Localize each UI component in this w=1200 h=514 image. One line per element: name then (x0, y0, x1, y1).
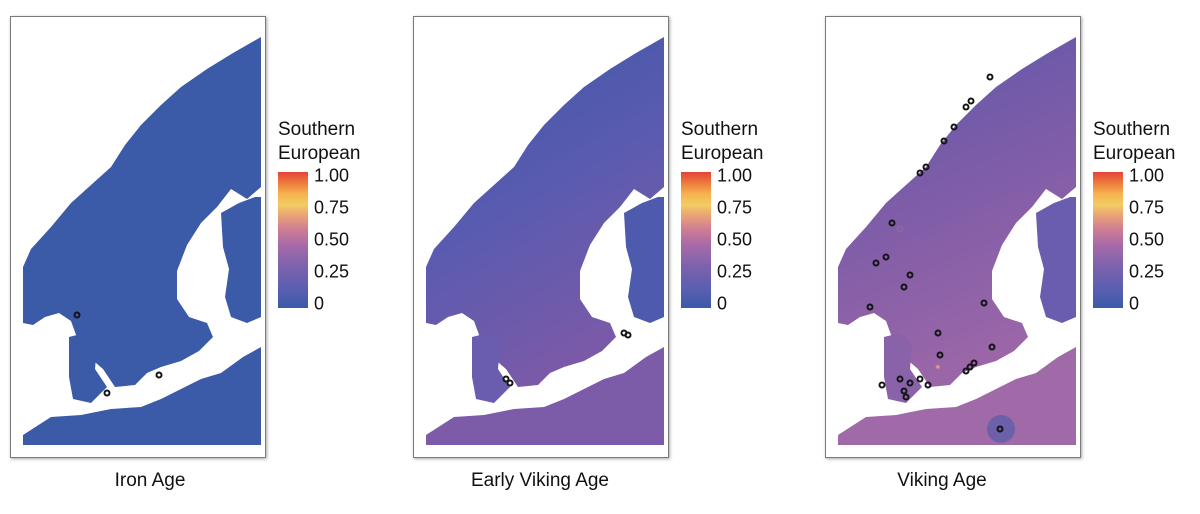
finland-landmass (1036, 197, 1076, 323)
continent-landmass (838, 347, 1076, 445)
sample-marker (73, 311, 81, 319)
denmark-landmass (69, 333, 107, 403)
legend-tick-025: 0.25 (314, 261, 350, 282)
sample-marker (872, 259, 880, 267)
legend-title-line2: European (1093, 143, 1176, 164)
legend-title-line2: European (278, 143, 361, 164)
legend-tick-0: 0 (717, 293, 728, 314)
sample-marker (922, 163, 930, 171)
legend-tick-1: 1.00 (1129, 165, 1165, 186)
map-early-viking-age (414, 17, 668, 457)
map-frame (10, 16, 266, 458)
sample-marker (934, 329, 942, 337)
map-panel-viking-age: Southern European 1.00 0.75 0.50 0.25 0 … (800, 0, 1200, 514)
sample-marker (103, 389, 111, 397)
legend-colorbar (278, 172, 308, 308)
hotspot (918, 333, 962, 377)
legend-title-line1: Southern (681, 119, 759, 140)
sample-marker (624, 331, 632, 339)
sample-marker (916, 375, 924, 383)
legend-tick-025: 0.25 (1129, 261, 1165, 282)
sample-marker (906, 379, 914, 387)
sample-marker (996, 425, 1004, 433)
sample-marker (896, 225, 904, 233)
sample-marker (900, 387, 908, 395)
finland-landmass (624, 197, 664, 323)
map-frame (825, 16, 1081, 458)
sample-marker (916, 169, 924, 177)
sample-marker (970, 359, 978, 367)
legend-tick-1: 1.00 (717, 165, 753, 186)
legend-title-line2: European (681, 143, 764, 164)
legend-colorbar (681, 172, 711, 308)
panel-caption: Iron Age (114, 470, 186, 491)
sample-marker (878, 381, 886, 389)
sample-marker (940, 137, 948, 145)
sample-marker (896, 375, 904, 383)
finland-landmass (221, 197, 261, 323)
sample-marker (980, 299, 988, 307)
legend-colorbar (1093, 172, 1123, 308)
sample-marker (882, 253, 890, 261)
legend-tick-050: 0.50 (717, 229, 753, 250)
sample-markers (866, 73, 1004, 433)
sample-marker (988, 343, 996, 351)
sample-marker (506, 379, 514, 387)
legend-tick-0: 0 (314, 293, 325, 314)
low-spot (987, 415, 1015, 443)
sample-marker (155, 371, 163, 379)
continent-landmass (426, 347, 664, 445)
map-iron-age (11, 17, 265, 457)
sample-marker (888, 219, 896, 227)
legend-tick-075: 0.75 (717, 197, 753, 218)
sample-marker (966, 363, 974, 371)
legend-body: 1.00 0.75 0.50 0.25 0 (681, 166, 801, 322)
legend-tick-025: 0.25 (717, 261, 753, 282)
map-panel-iron-age: Southern European 1.00 0.75 0.50 0.25 0 … (0, 0, 400, 514)
legend-title-line1: Southern (1093, 119, 1171, 140)
sample-marker (967, 97, 975, 105)
legend-tick-0: 0 (1129, 293, 1140, 314)
sample-marker (936, 351, 944, 359)
denmark-landmass (884, 333, 922, 403)
continent-landmass (23, 347, 261, 445)
map-viking-age (826, 17, 1080, 457)
sample-marker (902, 393, 910, 401)
legend-tick-050: 0.50 (314, 229, 350, 250)
legend-tick-1: 1.00 (314, 165, 350, 186)
denmark-landmass (472, 333, 510, 403)
legend: Southern European 1.00 0.75 0.50 0.25 0 (278, 118, 398, 322)
sample-marker (950, 123, 958, 131)
legend-tick-075: 0.75 (314, 197, 350, 218)
panel-caption: Early Viking Age (470, 470, 609, 491)
legend: Southern European 1.00 0.75 0.50 0.25 0 (1093, 118, 1200, 322)
legend-tick-050: 0.50 (1129, 229, 1165, 250)
panel-caption: Viking Age (897, 470, 987, 491)
sample-marker (962, 367, 970, 375)
legend-title-line1: Southern (278, 119, 356, 140)
sample-marker (924, 381, 932, 389)
scandinavia-landmass (838, 37, 1076, 387)
legend-body: 1.00 0.75 0.50 0.25 0 (278, 166, 398, 322)
sample-marker (906, 271, 914, 279)
sample-marker (986, 73, 994, 81)
map-panel-early-viking-age: Southern European 1.00 0.75 0.50 0.25 0 … (400, 0, 800, 514)
map-frame (413, 16, 669, 458)
scandinavia-landmass (23, 37, 261, 387)
sample-marker (962, 103, 970, 111)
sample-marker (900, 283, 908, 291)
sample-marker (502, 375, 510, 383)
legend-tick-075: 0.75 (1129, 197, 1165, 218)
legend-body: 1.00 0.75 0.50 0.25 0 (1093, 166, 1200, 322)
legend: Southern European 1.00 0.75 0.50 0.25 0 (681, 118, 801, 322)
sample-marker (866, 303, 874, 311)
scandinavia-landmass (426, 37, 664, 387)
